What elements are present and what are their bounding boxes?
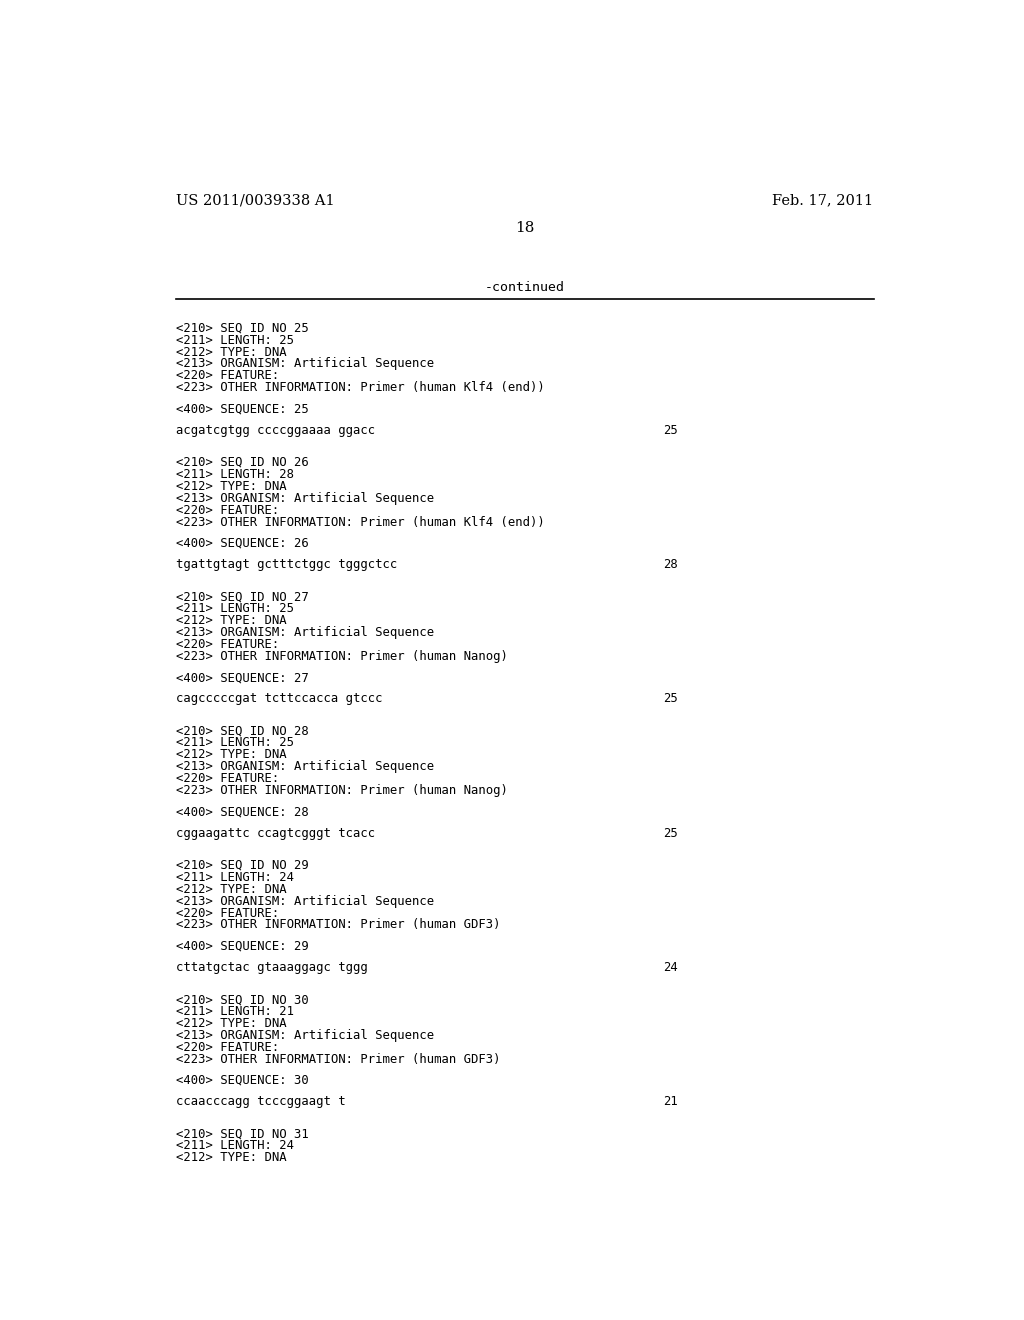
Text: <210> SEQ ID NO 28: <210> SEQ ID NO 28	[176, 725, 309, 738]
Text: acgatcgtgg ccccggaaaa ggacc: acgatcgtgg ccccggaaaa ggacc	[176, 424, 375, 437]
Text: <223> OTHER INFORMATION: Primer (human Nanog): <223> OTHER INFORMATION: Primer (human N…	[176, 649, 508, 663]
Text: <211> LENGTH: 25: <211> LENGTH: 25	[176, 737, 294, 750]
Text: <212> TYPE: DNA: <212> TYPE: DNA	[176, 614, 287, 627]
Text: <400> SEQUENCE: 29: <400> SEQUENCE: 29	[176, 940, 309, 953]
Text: <210> SEQ ID NO 25: <210> SEQ ID NO 25	[176, 322, 309, 335]
Text: <223> OTHER INFORMATION: Primer (human GDF3): <223> OTHER INFORMATION: Primer (human G…	[176, 1053, 501, 1065]
Text: ccaacccagg tcccggaagt t: ccaacccagg tcccggaagt t	[176, 1096, 346, 1107]
Text: <220> FEATURE:: <220> FEATURE:	[176, 772, 280, 785]
Text: <400> SEQUENCE: 30: <400> SEQUENCE: 30	[176, 1074, 309, 1086]
Text: cagcccccgat tcttccacca gtccc: cagcccccgat tcttccacca gtccc	[176, 692, 383, 705]
Text: <210> SEQ ID NO 30: <210> SEQ ID NO 30	[176, 993, 309, 1006]
Text: <212> TYPE: DNA: <212> TYPE: DNA	[176, 883, 287, 896]
Text: <212> TYPE: DNA: <212> TYPE: DNA	[176, 1151, 287, 1164]
Text: <400> SEQUENCE: 27: <400> SEQUENCE: 27	[176, 671, 309, 684]
Text: 25: 25	[663, 424, 678, 437]
Text: <210> SEQ ID NO 29: <210> SEQ ID NO 29	[176, 859, 309, 871]
Text: cttatgctac gtaaaggagc tggg: cttatgctac gtaaaggagc tggg	[176, 961, 368, 974]
Text: <211> LENGTH: 24: <211> LENGTH: 24	[176, 1139, 294, 1152]
Text: <213> ORGANISM: Artificial Sequence: <213> ORGANISM: Artificial Sequence	[176, 895, 434, 908]
Text: <212> TYPE: DNA: <212> TYPE: DNA	[176, 1016, 287, 1030]
Text: <400> SEQUENCE: 26: <400> SEQUENCE: 26	[176, 537, 309, 550]
Text: <211> LENGTH: 28: <211> LENGTH: 28	[176, 467, 294, 480]
Text: 25: 25	[663, 826, 678, 840]
Text: <220> FEATURE:: <220> FEATURE:	[176, 907, 280, 920]
Text: <213> ORGANISM: Artificial Sequence: <213> ORGANISM: Artificial Sequence	[176, 358, 434, 371]
Text: US 2011/0039338 A1: US 2011/0039338 A1	[176, 194, 335, 207]
Text: Feb. 17, 2011: Feb. 17, 2011	[772, 194, 873, 207]
Text: <223> OTHER INFORMATION: Primer (human GDF3): <223> OTHER INFORMATION: Primer (human G…	[176, 919, 501, 932]
Text: <400> SEQUENCE: 25: <400> SEQUENCE: 25	[176, 403, 309, 416]
Text: <211> LENGTH: 25: <211> LENGTH: 25	[176, 602, 294, 615]
Text: 25: 25	[663, 692, 678, 705]
Text: <223> OTHER INFORMATION: Primer (human Klf4 (end)): <223> OTHER INFORMATION: Primer (human K…	[176, 516, 545, 528]
Text: <212> TYPE: DNA: <212> TYPE: DNA	[176, 748, 287, 762]
Text: 24: 24	[663, 961, 678, 974]
Text: <211> LENGTH: 24: <211> LENGTH: 24	[176, 871, 294, 883]
Text: <223> OTHER INFORMATION: Primer (human Klf4 (end)): <223> OTHER INFORMATION: Primer (human K…	[176, 381, 545, 395]
Text: 18: 18	[515, 220, 535, 235]
Text: <213> ORGANISM: Artificial Sequence: <213> ORGANISM: Artificial Sequence	[176, 492, 434, 504]
Text: <220> FEATURE:: <220> FEATURE:	[176, 370, 280, 383]
Text: <210> SEQ ID NO 27: <210> SEQ ID NO 27	[176, 590, 309, 603]
Text: <213> ORGANISM: Artificial Sequence: <213> ORGANISM: Artificial Sequence	[176, 1028, 434, 1041]
Text: <220> FEATURE:: <220> FEATURE:	[176, 1041, 280, 1053]
Text: <211> LENGTH: 25: <211> LENGTH: 25	[176, 334, 294, 347]
Text: <210> SEQ ID NO 31: <210> SEQ ID NO 31	[176, 1127, 309, 1140]
Text: tgattgtagt gctttctggc tgggctcc: tgattgtagt gctttctggc tgggctcc	[176, 558, 397, 572]
Text: <400> SEQUENCE: 28: <400> SEQUENCE: 28	[176, 805, 309, 818]
Text: <212> TYPE: DNA: <212> TYPE: DNA	[176, 346, 287, 359]
Text: cggaagattc ccagtcgggt tcacc: cggaagattc ccagtcgggt tcacc	[176, 826, 375, 840]
Text: <212> TYPE: DNA: <212> TYPE: DNA	[176, 479, 287, 492]
Text: <220> FEATURE:: <220> FEATURE:	[176, 638, 280, 651]
Text: -continued: -continued	[484, 281, 565, 294]
Text: 21: 21	[663, 1096, 678, 1107]
Text: <213> ORGANISM: Artificial Sequence: <213> ORGANISM: Artificial Sequence	[176, 626, 434, 639]
Text: <213> ORGANISM: Artificial Sequence: <213> ORGANISM: Artificial Sequence	[176, 760, 434, 774]
Text: <220> FEATURE:: <220> FEATURE:	[176, 504, 280, 516]
Text: <211> LENGTH: 21: <211> LENGTH: 21	[176, 1005, 294, 1018]
Text: <210> SEQ ID NO 26: <210> SEQ ID NO 26	[176, 455, 309, 469]
Text: <223> OTHER INFORMATION: Primer (human Nanog): <223> OTHER INFORMATION: Primer (human N…	[176, 784, 508, 797]
Text: 28: 28	[663, 558, 678, 572]
